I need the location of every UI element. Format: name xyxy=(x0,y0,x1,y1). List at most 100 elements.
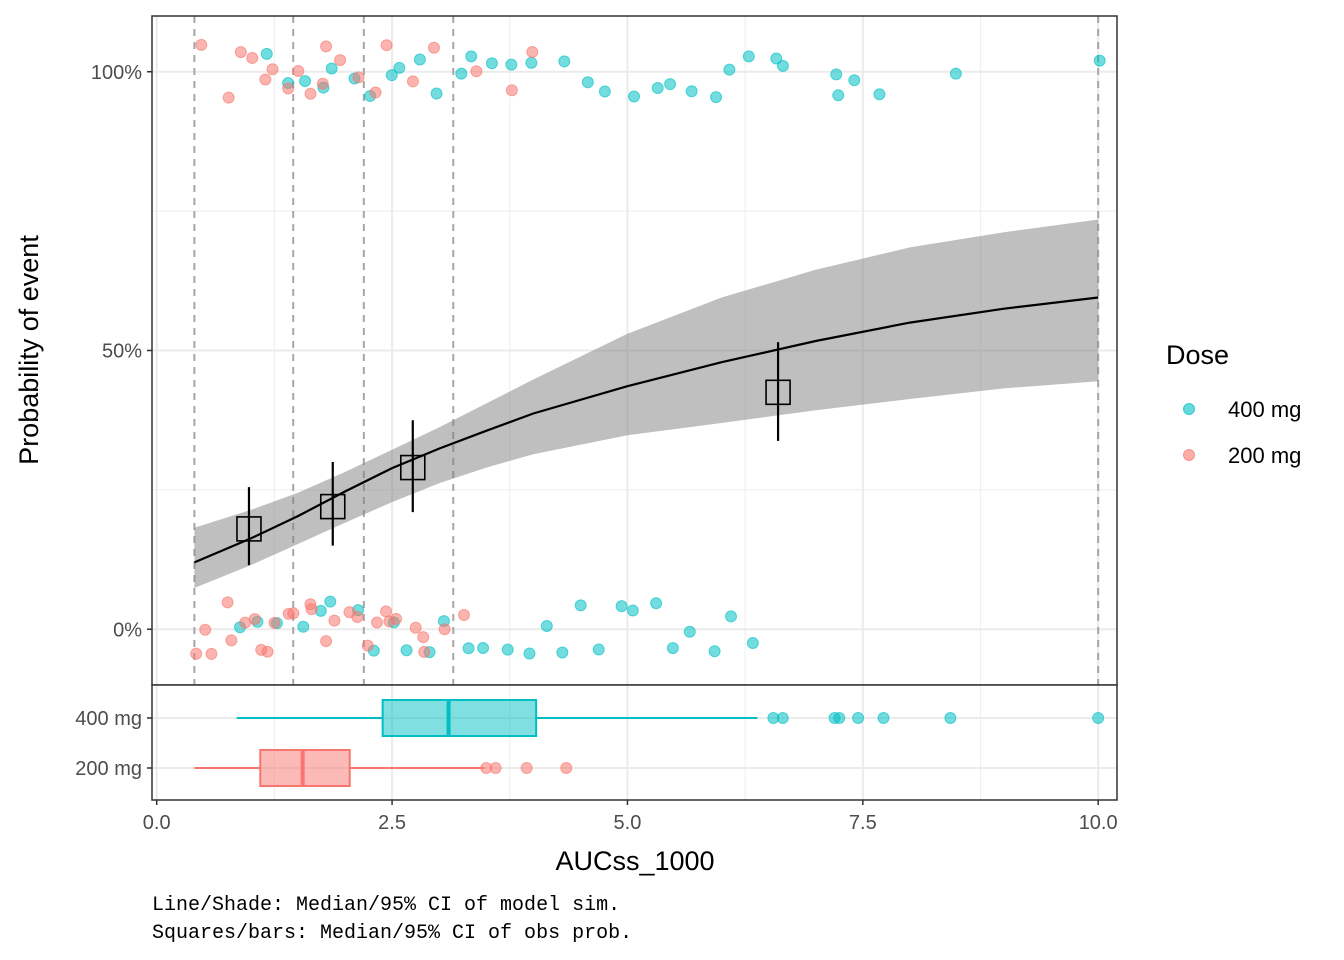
legend-label-400mg: 400 mg xyxy=(1228,397,1301,422)
observation-point xyxy=(352,71,365,84)
y-tick-label: 0% xyxy=(113,619,142,641)
box-outlier xyxy=(833,712,846,724)
observation-point xyxy=(361,639,374,652)
observation-point xyxy=(406,75,419,88)
x-tick-label: 10.0 xyxy=(1079,812,1118,834)
observation-point xyxy=(650,597,663,610)
observation-point xyxy=(556,646,569,659)
observation-point xyxy=(683,625,696,638)
observation-point xyxy=(526,46,539,59)
observation-point xyxy=(592,643,605,656)
y-tick-label: 100% xyxy=(91,62,142,84)
observation-point xyxy=(297,620,310,633)
observation-point xyxy=(266,63,279,76)
observation-point xyxy=(776,59,789,72)
observation-point xyxy=(465,50,478,63)
observation-point xyxy=(225,634,238,647)
observation-point xyxy=(413,53,426,66)
y-tick-label: 50% xyxy=(102,341,142,363)
observation-point xyxy=(400,644,413,657)
observation-point xyxy=(485,57,498,70)
observation-point xyxy=(651,81,664,94)
observation-point xyxy=(525,56,538,69)
observation-point xyxy=(199,623,212,636)
observation-point xyxy=(205,647,218,660)
observation-point xyxy=(195,38,208,51)
observation-point xyxy=(666,642,679,655)
observation-point xyxy=(615,600,628,613)
box-outlier xyxy=(944,712,957,724)
observation-point xyxy=(260,47,273,60)
box-iqr xyxy=(259,749,351,787)
observation-point xyxy=(430,87,443,100)
observation-point xyxy=(770,52,783,65)
observation-point xyxy=(248,613,261,626)
observation-point xyxy=(598,85,611,98)
observation-point xyxy=(949,67,962,80)
box-iqr xyxy=(381,699,538,737)
observation-point xyxy=(710,91,723,104)
observation-point xyxy=(261,645,274,658)
observation-point xyxy=(746,637,759,650)
observation-point xyxy=(848,74,861,87)
observation-point xyxy=(438,623,451,636)
x-tick-label: 7.5 xyxy=(849,812,877,834)
observed-prob-square xyxy=(399,454,426,481)
box-outlier xyxy=(877,712,890,724)
observation-point xyxy=(370,616,383,629)
observation-point xyxy=(523,647,536,660)
observation-point xyxy=(268,616,281,629)
observation-point xyxy=(832,89,845,102)
legend: Dose 400 mg 200 mg xyxy=(1166,340,1301,468)
probability-panel: 0% 50% 100% xyxy=(91,15,1118,686)
observation-point xyxy=(222,91,235,104)
observation-point xyxy=(328,614,341,627)
observation-point xyxy=(292,64,305,77)
legend-marker-200mg xyxy=(1183,449,1195,461)
observation-point xyxy=(385,69,398,82)
y-axis-title: Probability of event xyxy=(14,235,44,465)
observation-point xyxy=(234,46,247,59)
observed-prob-square xyxy=(765,379,791,406)
caption-line-2: Squares/bars: Median/95% CI of obs prob. xyxy=(152,922,632,945)
box-outlier xyxy=(1092,712,1105,724)
observation-point xyxy=(390,612,403,625)
category-tick-label: 400 mg xyxy=(75,708,142,730)
observation-point xyxy=(628,90,641,103)
observation-point xyxy=(369,86,382,99)
legend-label-200mg: 200 mg xyxy=(1228,443,1301,468)
observation-point xyxy=(334,54,347,67)
x-tick-label: 0.0 xyxy=(143,812,171,834)
observation-point xyxy=(282,82,295,95)
observed-prob-square xyxy=(236,516,262,542)
observation-point xyxy=(723,63,736,76)
observation-point xyxy=(574,599,587,612)
observed-prob-square xyxy=(319,493,346,520)
observation-point xyxy=(304,87,317,100)
observation-point xyxy=(724,610,737,623)
observation-point xyxy=(417,631,430,644)
observation-point xyxy=(190,647,203,660)
box-outlier xyxy=(776,712,789,724)
observation-point xyxy=(685,85,698,98)
observation-point xyxy=(470,65,483,78)
x-tick-label: 5.0 xyxy=(614,812,642,834)
observation-point xyxy=(873,88,886,101)
observation-point xyxy=(540,619,553,632)
observation-point xyxy=(324,595,337,608)
observation-point xyxy=(320,40,333,53)
observation-point xyxy=(393,61,406,74)
box-outlier xyxy=(520,762,533,774)
observation-point xyxy=(501,643,514,656)
x-tick-label: 2.5 xyxy=(378,812,406,834)
observation-point xyxy=(287,607,300,620)
observation-point xyxy=(351,610,364,623)
legend-title: Dose xyxy=(1166,340,1229,370)
box-outlier xyxy=(489,762,502,774)
box-outlier xyxy=(852,712,865,724)
observation-point xyxy=(664,78,677,91)
legend-marker-400mg xyxy=(1183,403,1195,415)
observation-point xyxy=(477,641,490,654)
caption-line-1: Line/Shade: Median/95% CI of model sim. xyxy=(152,894,620,917)
